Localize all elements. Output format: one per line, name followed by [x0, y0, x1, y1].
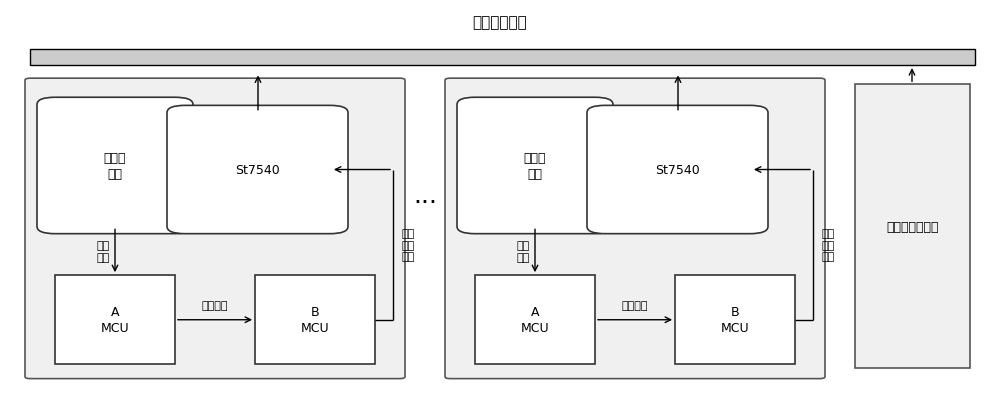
Text: A
MCU: A MCU	[101, 305, 129, 335]
Text: A
MCU: A MCU	[521, 305, 549, 335]
Text: St7540: St7540	[235, 164, 280, 177]
Bar	[475, 275, 595, 364]
Text: B
MCU: B MCU	[721, 305, 749, 335]
FancyBboxPatch shape	[587, 106, 768, 234]
FancyBboxPatch shape	[167, 106, 348, 234]
FancyBboxPatch shape	[25, 79, 405, 379]
Text: ···: ···	[413, 190, 437, 215]
FancyBboxPatch shape	[445, 79, 825, 379]
FancyBboxPatch shape	[37, 98, 193, 234]
Text: St7540: St7540	[655, 164, 700, 177]
Bar	[30, 50, 975, 66]
Text: 温度
及车
厢号: 温度 及车 厢号	[401, 228, 414, 262]
FancyBboxPatch shape	[457, 98, 613, 234]
Text: B
MCU: B MCU	[301, 305, 329, 335]
Bar	[675, 275, 795, 364]
Text: 温度
及车
厢号: 温度 及车 厢号	[821, 228, 834, 262]
Text: 温度
采样: 温度 采样	[517, 240, 530, 262]
Text: 轴温传
感器: 轴温传 感器	[524, 151, 546, 181]
Text: 温度上传: 温度上传	[202, 300, 228, 310]
Text: 电力载波总线: 电力载波总线	[473, 15, 527, 30]
Text: 温度上传: 温度上传	[622, 300, 648, 310]
Bar	[855, 85, 970, 369]
Text: 轴温信息记录仪: 轴温信息记录仪	[886, 220, 939, 233]
Text: 轴温传
感器: 轴温传 感器	[104, 151, 126, 181]
Text: 温度
采样: 温度 采样	[97, 240, 110, 262]
Bar	[55, 275, 175, 364]
Bar	[255, 275, 375, 364]
